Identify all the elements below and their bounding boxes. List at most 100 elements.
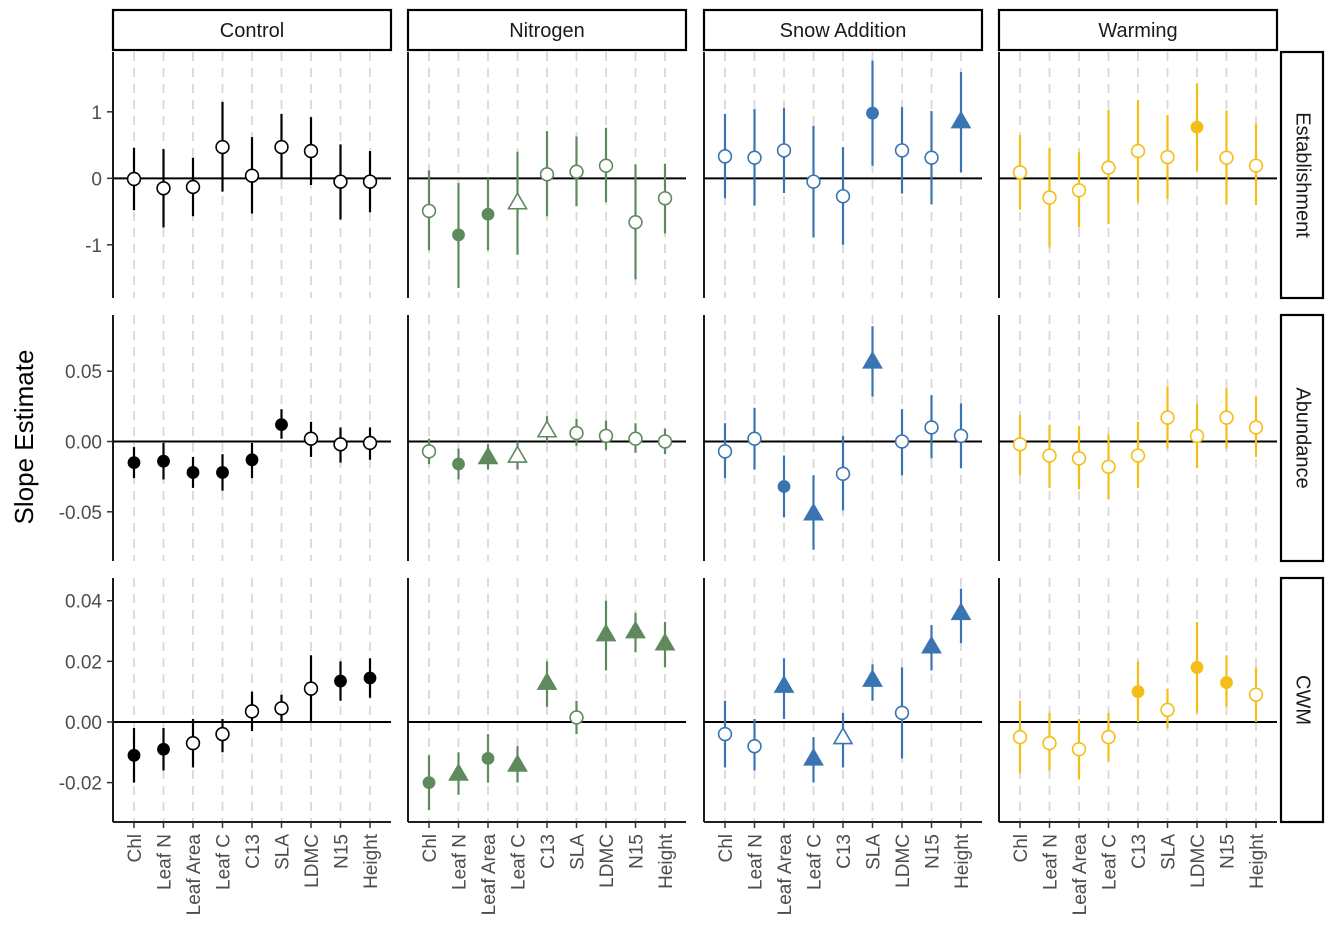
point-chl: [1012, 437, 1028, 452]
point-sla: [1160, 702, 1175, 718]
y-tick-label: 0.05: [65, 362, 102, 383]
y-axis-title: Slope Estimate: [9, 350, 39, 525]
strip-warming: [997, 8, 1279, 52]
point-sla: [862, 668, 883, 687]
x-tick-label-c13: C13: [834, 834, 855, 869]
x-tick-label-sla: SLA: [1159, 834, 1180, 870]
y-tick-label: 1: [91, 103, 102, 124]
strip-snow-addition: [702, 8, 984, 52]
point-ldmc: [598, 428, 614, 444]
point-leaf-c: [1101, 459, 1116, 475]
point-ldmc: [595, 623, 617, 642]
y-tick-label: 0.02: [65, 652, 102, 673]
point-ldmc: [894, 705, 910, 721]
point-height: [654, 632, 676, 651]
point-leaf-n: [156, 181, 171, 196]
point-leaf-c: [1101, 729, 1116, 745]
row-strip-establishment: [1279, 50, 1325, 300]
x-tick-label-sla: SLA: [273, 834, 294, 870]
x-tick-label-ldmc: LDMC: [1188, 834, 1209, 888]
panel-abundance-control: -0.05 0.00 0.05: [59, 315, 391, 561]
point-chl: [127, 456, 141, 469]
point-leaf-area: [777, 480, 791, 493]
point-leaf-c: [215, 139, 230, 155]
point-height: [1248, 420, 1264, 435]
x-tick-label-leaf-c: Leaf C: [1100, 834, 1121, 890]
point-sla: [1160, 410, 1175, 425]
point-sla: [862, 350, 883, 369]
row-strip-label-establishment: Establishment: [1292, 112, 1314, 238]
x-tick-label-chl: Chl: [125, 834, 146, 863]
point-leaf-n: [1042, 190, 1057, 205]
panel-establishment-nitrogen: [407, 52, 686, 298]
point-leaf-c: [1101, 160, 1116, 175]
x-tick-label-height: Height: [952, 833, 973, 889]
point-n15: [333, 437, 348, 452]
point-n15: [333, 174, 348, 189]
point-chl: [717, 149, 733, 164]
y-tick-label: -0.02: [59, 774, 102, 795]
point-chl: [1012, 729, 1028, 745]
point-height: [950, 602, 972, 621]
point-n15: [1219, 150, 1234, 165]
point-leaf-n: [1042, 735, 1057, 751]
point-sla: [569, 710, 584, 725]
point-chl: [717, 444, 733, 459]
x-tick-label-height: Height: [1247, 833, 1268, 889]
panel-establishment-warming: [998, 52, 1277, 298]
y-tick-label: -1: [85, 236, 102, 257]
point-leaf-n: [452, 457, 465, 471]
x-tick-label-ldmc: LDMC: [893, 834, 914, 888]
point-leaf-c: [803, 502, 824, 521]
point-chl: [717, 726, 733, 742]
point-leaf-area: [481, 751, 495, 765]
point-chl: [127, 748, 141, 762]
x-tick-label-ldmc: LDMC: [302, 834, 323, 888]
strip-label-nitrogen: Nitrogen: [509, 20, 585, 42]
point-n15: [625, 620, 646, 639]
x-tick-label-chl: Chl: [420, 834, 441, 863]
x-tick-label-leaf-n: Leaf N: [1041, 834, 1062, 890]
x-tick-label-c13: C13: [1129, 834, 1150, 869]
point-c13: [1130, 143, 1146, 159]
point-leaf-n: [448, 762, 469, 781]
point-leaf-n: [452, 228, 465, 242]
point-leaf-n: [1042, 448, 1057, 463]
point-n15: [1219, 410, 1234, 425]
x-tick-label-ldmc: LDMC: [597, 834, 618, 888]
point-c13: [835, 466, 851, 482]
point-leaf-c: [507, 191, 528, 210]
point-height: [953, 428, 969, 444]
point-leaf-c: [803, 747, 824, 766]
point-ldmc: [1189, 428, 1205, 444]
x-tick-label-height: Height: [656, 833, 677, 889]
point-n15: [334, 674, 347, 688]
x-tick-label-leaf-n: Leaf N: [746, 834, 767, 890]
strip-nitrogen: [406, 8, 688, 52]
row-strip-label-abundance: Abundance: [1292, 387, 1314, 488]
point-ldmc: [1190, 120, 1204, 134]
point-leaf-c: [216, 466, 229, 479]
strip-label-snow-addition: Snow Addition: [780, 20, 907, 42]
point-sla: [866, 106, 879, 120]
x-tick-label-n15: N15: [332, 834, 353, 869]
x-tick-label-leaf-area: Leaf Area: [479, 834, 500, 916]
strip-label-control: Control: [220, 20, 284, 42]
point-ldmc: [1190, 661, 1204, 674]
y-tick-label: 0.00: [65, 713, 102, 734]
point-c13: [835, 189, 851, 204]
point-c13: [539, 167, 555, 182]
point-n15: [1220, 676, 1233, 689]
point-c13: [1131, 685, 1145, 699]
point-chl: [422, 776, 436, 789]
row-strip-abundance: [1279, 313, 1325, 563]
point-n15: [924, 150, 939, 165]
row-strip-label-cwm: CWM: [1292, 675, 1314, 725]
point-height: [950, 110, 972, 129]
row-strip-cwm: [1279, 576, 1325, 824]
point-leaf-area: [1071, 451, 1087, 466]
y-tick-label: -0.05: [59, 503, 102, 524]
panel-cwm-snow-addition: Chl Leaf N Leaf Area Leaf C C13 SLA LDMC N15 Hei…: [703, 578, 982, 915]
panel-cwm-nitrogen: Chl Leaf N Leaf Area Leaf C C13 SLA LDMC N15 Hei…: [407, 578, 686, 916]
